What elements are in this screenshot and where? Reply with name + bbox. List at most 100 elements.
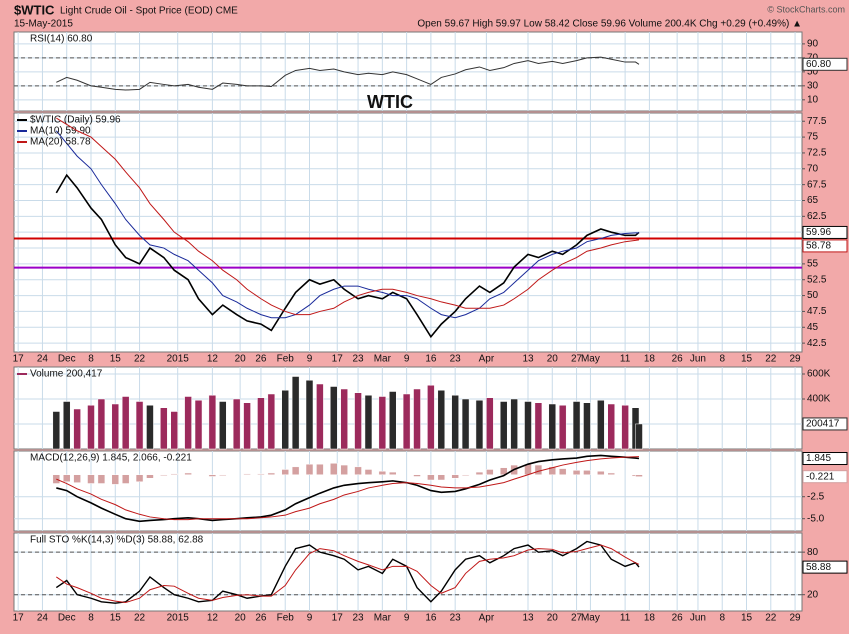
x-tick-label: Feb — [277, 613, 295, 624]
series-line — [55, 173, 640, 339]
bar — [243, 473, 251, 475]
bar — [219, 401, 227, 450]
x-tick-label: 15 — [110, 613, 122, 624]
annotation: WTIC — [367, 92, 413, 112]
x-tick-label: 13 — [522, 613, 534, 624]
last-value-label: -0.221 — [806, 471, 835, 482]
y-tick-label: 75 — [807, 132, 819, 143]
bar — [548, 403, 557, 450]
bar — [111, 474, 120, 485]
bar — [413, 474, 421, 477]
x-tick-label: 8 — [719, 613, 725, 624]
x-tick-label: 27 — [571, 613, 583, 624]
bar — [243, 402, 251, 450]
bar — [146, 405, 154, 450]
bar — [257, 397, 265, 450]
bar — [388, 391, 397, 450]
bar — [364, 395, 373, 450]
bar — [572, 401, 581, 450]
x-tick-label: 23 — [352, 354, 364, 365]
legend-label: MA(10) 59.90 — [30, 126, 91, 137]
x-tick-label: 11 — [620, 354, 631, 365]
last-value-label: 59.96 — [806, 227, 831, 238]
last-value-label: 1.845 — [806, 453, 831, 464]
bar — [354, 392, 362, 450]
series-line — [55, 130, 639, 319]
bar — [451, 395, 459, 450]
y-tick-label: 55 — [807, 259, 819, 270]
x-tick-label: 9 — [404, 613, 410, 624]
bar — [87, 474, 95, 484]
series-line — [56, 56, 640, 91]
x-tick-label: Jun — [690, 613, 706, 624]
bar — [583, 402, 591, 450]
bar — [52, 411, 61, 450]
bar — [330, 386, 338, 450]
panel — [13, 450, 803, 532]
y-tick-label: 90 — [807, 39, 819, 50]
bar — [597, 400, 605, 450]
bar — [475, 471, 484, 475]
x-tick-label: 8 — [88, 354, 94, 365]
x-tick-label: 29 — [790, 613, 802, 624]
x-tick-label: 13 — [522, 354, 534, 365]
bar — [121, 396, 130, 450]
series-line — [56, 117, 640, 316]
legend-label: Volume 200,417 — [30, 369, 103, 380]
y-tick-label: 72.5 — [807, 148, 827, 159]
x-tick-label: 16 — [425, 613, 437, 624]
x-tick-label: 18 — [644, 613, 656, 624]
bar — [146, 474, 154, 479]
last-value-box — [802, 560, 848, 574]
x-tick-label: 20 — [547, 613, 559, 624]
bar — [170, 411, 178, 450]
y-tick-label: 67.5 — [807, 179, 827, 190]
bar — [291, 376, 300, 450]
bar — [281, 469, 289, 475]
series-line — [56, 544, 640, 604]
last-value-box — [802, 417, 848, 431]
series-line — [55, 540, 640, 604]
last-value-label: 58.78 — [806, 241, 831, 252]
x-tick-label: 2015 — [167, 354, 190, 365]
bar — [427, 385, 435, 450]
x-tick-label: 26 — [255, 354, 267, 365]
bar — [354, 466, 362, 475]
bar — [437, 390, 446, 450]
y-tick-label: 80 — [807, 547, 819, 558]
bar — [291, 466, 300, 475]
symbol: $WTIC — [14, 2, 55, 17]
bar — [378, 470, 387, 475]
bar — [87, 405, 95, 450]
bar — [232, 398, 241, 450]
bar — [208, 474, 217, 477]
bar — [437, 474, 446, 481]
x-tick-label: 22 — [134, 354, 146, 365]
bar — [451, 474, 459, 479]
x-tick-label: 17 — [13, 613, 25, 624]
x-tick-label: Jun — [690, 354, 706, 365]
bar — [635, 423, 643, 450]
bar — [548, 466, 557, 475]
bar — [194, 400, 203, 450]
x-tick-label: 24 — [37, 354, 49, 365]
last-value-box — [802, 239, 848, 253]
bar — [219, 474, 227, 476]
bar — [427, 474, 435, 481]
last-value-label: 200417 — [806, 419, 840, 430]
y-tick-label: 20 — [807, 589, 819, 600]
last-value-box — [802, 57, 848, 71]
quote: Open 59.67 High 59.97 Low 58.42 Close 59… — [417, 19, 802, 30]
bar — [267, 472, 276, 475]
bar — [607, 472, 615, 475]
x-tick-label: 8 — [719, 354, 725, 365]
x-tick-label: Dec — [58, 613, 76, 624]
x-tick-label: 26 — [672, 613, 684, 624]
y-tick-label: -2.5 — [807, 491, 825, 502]
x-tick-label: 22 — [765, 613, 777, 624]
bar — [621, 405, 629, 450]
x-tick-label: 17 — [332, 354, 344, 365]
x-tick-label: Apr — [479, 354, 495, 365]
bar — [267, 393, 276, 450]
bar — [572, 470, 581, 475]
